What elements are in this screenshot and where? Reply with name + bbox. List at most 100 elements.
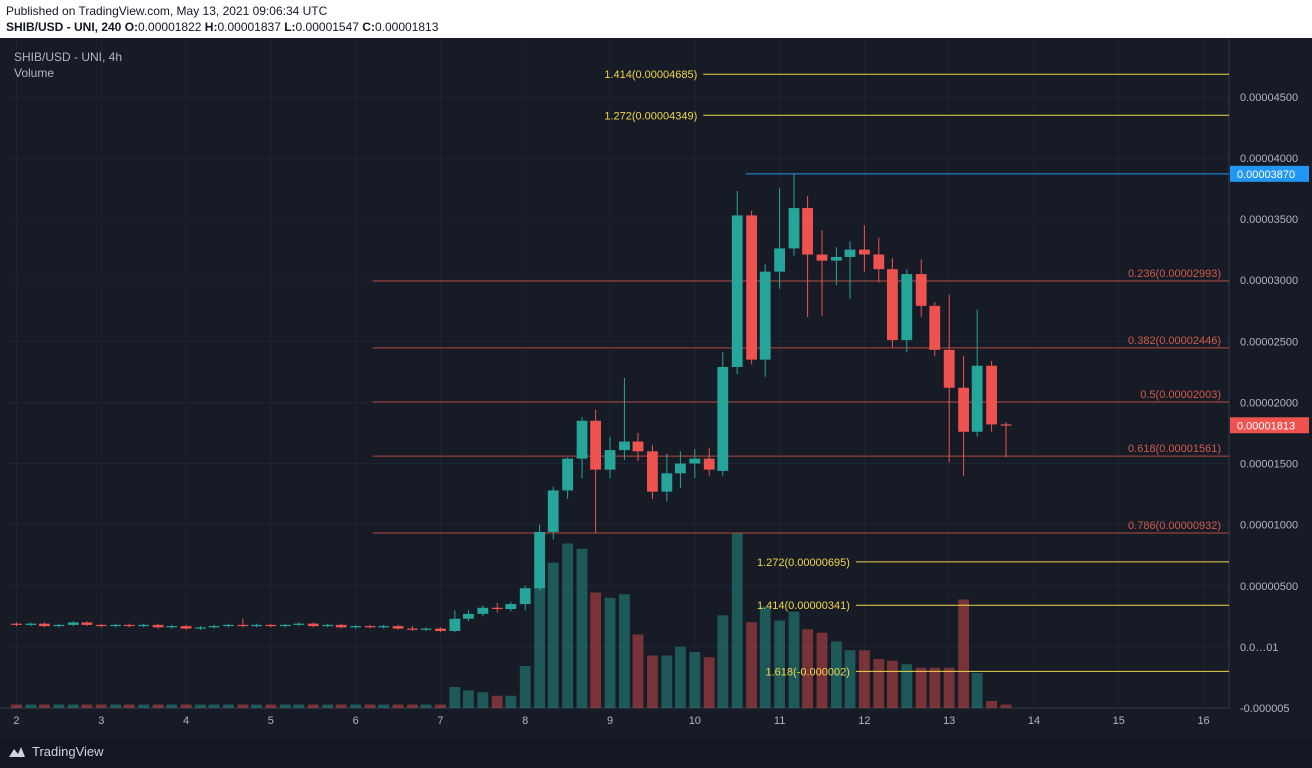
candle-body	[858, 249, 870, 255]
volume-bar	[703, 657, 715, 708]
candle-body	[53, 624, 65, 627]
candle-body	[731, 215, 743, 367]
header-bar: Published on TradingView.com, May 13, 20…	[0, 0, 1312, 38]
candle-body	[322, 624, 334, 627]
published-caption: Published on TradingView.com, May 13, 20…	[6, 4, 328, 18]
y-tick-label: 0.00004000	[1240, 153, 1298, 165]
candle-body	[378, 626, 390, 628]
x-tick-label: 15	[1113, 715, 1125, 727]
y-tick-label: 0.00002000	[1240, 397, 1298, 409]
volume-bar	[901, 664, 913, 708]
volume-bar	[208, 704, 220, 708]
chart-area[interactable]: 0.00004500 0.00004000 0.00003500 0.00003000…	[0, 38, 1312, 738]
volume-bar	[505, 695, 517, 708]
candle-body	[123, 624, 135, 627]
low-label: L:	[284, 20, 296, 34]
volume-bar	[873, 659, 885, 708]
y-tick-label: 0.00003000	[1240, 275, 1298, 287]
volume-bar	[435, 704, 446, 708]
volume-bar	[604, 597, 616, 708]
x-tick-label: 14	[1028, 715, 1040, 727]
candle-body	[562, 458, 574, 491]
x-tick-label: 5	[268, 715, 274, 727]
volume-bar	[844, 650, 856, 708]
candle-body	[491, 607, 503, 609]
candle-body	[477, 607, 489, 614]
candle-body	[279, 624, 291, 627]
volume-bar	[576, 548, 588, 708]
open-label: O:	[124, 20, 139, 34]
fib-extension-label: 1.272(0.00004349)	[604, 110, 697, 122]
candle-body	[816, 254, 828, 261]
x-tick-label: 6	[353, 715, 359, 727]
candle-body	[619, 441, 630, 451]
volume-bar	[491, 695, 503, 708]
volume-bar	[788, 611, 800, 708]
candle-body	[661, 473, 673, 492]
volume-bar	[364, 704, 376, 708]
volume-bar	[53, 704, 65, 708]
volume-bar	[547, 562, 559, 708]
volume-bar	[322, 704, 334, 708]
volume-bar	[293, 704, 305, 708]
candle-body	[519, 588, 531, 605]
candle-body	[166, 626, 178, 628]
y-tick-label: 0.00002500	[1240, 336, 1298, 348]
volume-bar	[886, 660, 898, 708]
volume-bar	[534, 568, 546, 708]
volume-bar	[350, 704, 362, 708]
candle-body	[1000, 424, 1012, 426]
x-tick-label: 12	[858, 715, 870, 727]
candle-body	[223, 624, 234, 627]
brand-name[interactable]: TradingView	[32, 744, 104, 759]
volume-bar	[619, 594, 630, 708]
candle-body	[774, 248, 786, 272]
candle-body	[392, 626, 404, 629]
candle-body	[943, 349, 955, 388]
high-price-tag-label: 0.00003870	[1237, 169, 1295, 181]
candle-body	[717, 366, 729, 471]
volume-bar	[307, 704, 319, 708]
candle-body	[986, 365, 997, 425]
fib-extension-label: 1.618(-0.000002)	[766, 666, 850, 678]
price-chart[interactable]: 0.00004500 0.00004000 0.00003500 0.00003000…	[0, 38, 1312, 738]
high-label: H:	[204, 20, 218, 34]
candle-body	[95, 624, 107, 627]
last-price-tag-label: 0.00001813	[1237, 420, 1295, 432]
fib-extension-label: 1.272(0.00000695)	[757, 557, 850, 569]
volume-bar	[1000, 704, 1012, 708]
volume-bar	[929, 667, 941, 708]
volume-bar	[392, 704, 404, 708]
open-value: 0.00001822	[138, 20, 202, 34]
candle-body	[11, 623, 22, 625]
y-tick-label: 0.00001500	[1240, 459, 1298, 471]
candle-body	[350, 626, 362, 628]
candle-body	[703, 458, 715, 470]
candle-body	[449, 618, 461, 631]
volume-bar	[746, 622, 758, 708]
volume-bar	[25, 704, 37, 708]
candle-body	[39, 623, 50, 627]
candle-body	[67, 622, 79, 625]
y-tick-label: 0.00003500	[1240, 214, 1298, 226]
candle-body	[604, 450, 616, 470]
x-tick-label: 4	[183, 715, 189, 727]
fib-extension-label: 1.414(0.00004685)	[604, 69, 697, 81]
x-tick-label: 16	[1197, 715, 1209, 727]
close-label: C:	[362, 20, 375, 34]
volume-bar	[731, 533, 743, 708]
volume-bar	[110, 704, 122, 708]
volume-bar	[477, 692, 489, 708]
candle-body	[208, 626, 220, 628]
candle-body	[81, 622, 93, 625]
candle-body	[534, 531, 546, 589]
candle-body	[25, 623, 37, 625]
symbol-interval: SHIB/USD - UNI, 240	[6, 20, 122, 34]
volume-bar	[858, 650, 870, 708]
volume-bar	[661, 655, 673, 708]
volume-bar	[279, 704, 291, 708]
close-value: 0.00001813	[374, 20, 439, 34]
x-tick-label: 10	[689, 715, 701, 727]
candle-body	[746, 215, 758, 360]
high-price-tag	[1230, 165, 1309, 182]
